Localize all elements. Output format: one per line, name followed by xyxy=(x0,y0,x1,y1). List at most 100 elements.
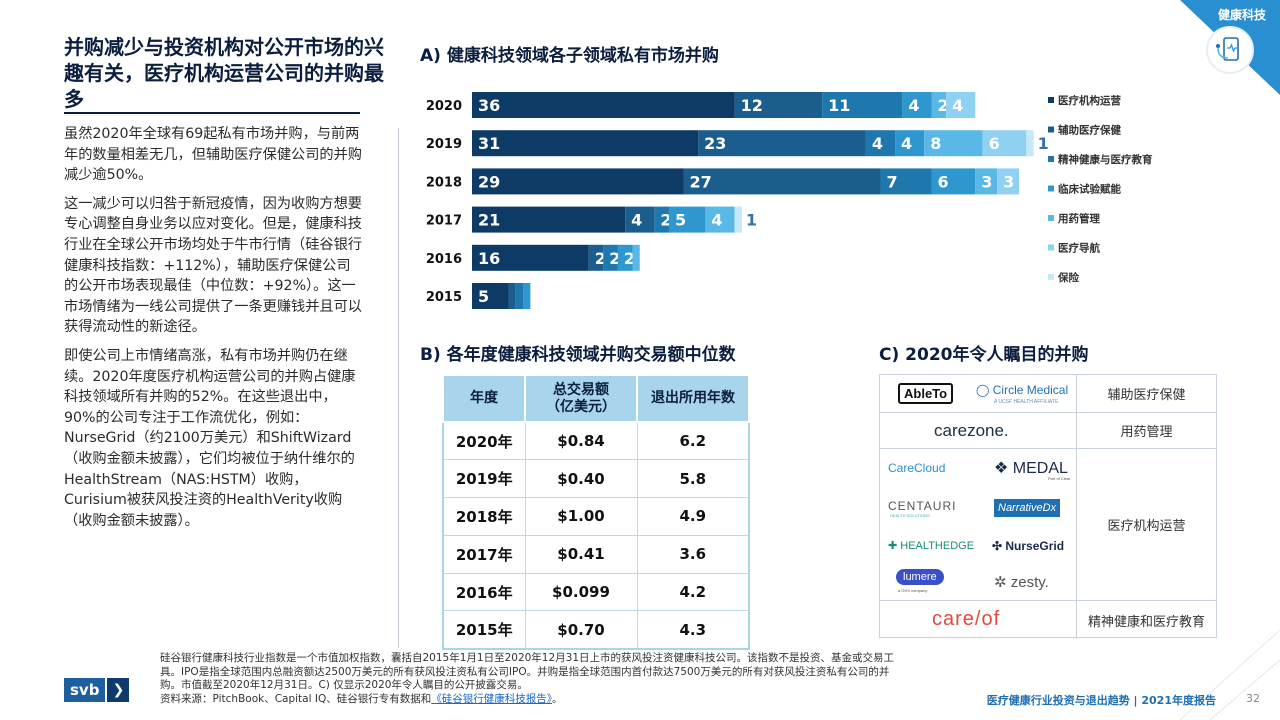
data-label: 3 xyxy=(1003,172,1014,191)
bar-segment xyxy=(931,168,976,195)
header-deal-value: 总交易额（亿美元） xyxy=(524,374,638,423)
bar-segment xyxy=(508,283,516,309)
data-label: 6 xyxy=(989,134,1000,153)
legend-swatch xyxy=(1048,126,1054,133)
legend-swatch xyxy=(1048,244,1054,251)
bar-segment xyxy=(668,206,706,233)
bar-segment xyxy=(902,92,932,118)
bar-segment xyxy=(822,92,903,118)
lumere-logo: lumere xyxy=(896,569,944,585)
data-label: 7 xyxy=(886,172,897,191)
table-b-title: B) 各年度健康科技领域并购交易额中位数 xyxy=(420,345,736,365)
data-label: 5 xyxy=(675,211,686,230)
data-label: 1 xyxy=(529,287,540,306)
bar-segment xyxy=(734,206,742,233)
deal-row-mental-health: care/of 精神健康和医疗教育 xyxy=(880,601,1216,639)
bar-segment xyxy=(924,130,983,157)
data-label: 8 xyxy=(930,134,941,153)
table-row: 2017年 $0.41 3.6 xyxy=(442,535,750,574)
source-report-link[interactable]: 《硅谷银行健康科技报告》 xyxy=(431,692,552,705)
legend-label: 医疗机构运营 xyxy=(1058,94,1121,107)
bar-segment xyxy=(472,130,699,157)
legend-swatch xyxy=(1048,97,1054,103)
table-header-row: 年度 总交易额（亿美元） 退出所用年数 xyxy=(442,374,750,423)
carezone-logo: carezone. xyxy=(934,421,1009,440)
value-cell: $0.70 xyxy=(524,610,637,650)
data-label: 2 xyxy=(624,249,635,268)
data-label: 4 xyxy=(952,96,963,115)
table-row: 2016年 $0.099 4.2 xyxy=(442,573,750,612)
bar-segment xyxy=(734,92,823,118)
centauri-logo: CENTAURI xyxy=(888,499,957,513)
bar-segment xyxy=(865,130,896,157)
bar-segment xyxy=(523,283,531,309)
medal-logo: ❖ MEDAL xyxy=(994,460,1068,477)
data-label: 2 xyxy=(660,211,671,230)
data-label: 4 xyxy=(711,211,722,230)
value-cell: $0.41 xyxy=(524,535,637,574)
bar-segment xyxy=(603,244,618,271)
deal-row-medication: carezone. 用药管理 xyxy=(880,413,1216,449)
y-tick-label: 2017 xyxy=(426,214,462,229)
years-cell: 6.2 xyxy=(636,422,750,461)
body-text: 虽然2020年全球有69起私有市场并购，与前两年的数量相差无几，但辅助医疗保健公… xyxy=(64,124,364,539)
healthedge-logo: ✚ HEALTHEDGE xyxy=(888,540,975,552)
bar-segment xyxy=(472,168,684,195)
zesty-name: zesty. xyxy=(1010,574,1049,591)
data-label: 4 xyxy=(901,134,912,153)
data-label: 6 xyxy=(938,172,949,191)
notable-deals-table: AbleTo ◯ Circle Medical A UCSF HEALTH AF… xyxy=(879,374,1217,639)
table-c-title: C) 2020年令人瞩目的并购 xyxy=(879,345,1089,365)
source-suffix: 。 xyxy=(551,692,563,705)
bar-segment xyxy=(705,206,735,233)
data-label: 12 xyxy=(741,96,763,115)
section-tag: 健康科技 xyxy=(1217,8,1266,22)
legend-label: 精神健康与医疗教育 xyxy=(1058,153,1153,166)
y-tick-label: 2020 xyxy=(426,99,462,114)
years-cell: 4.9 xyxy=(636,497,750,536)
year-cell: 2020年 xyxy=(442,422,525,461)
year-cell: 2015年 xyxy=(442,610,525,650)
centauri-tagline: HEALTH SOLUTIONS xyxy=(890,513,930,518)
circle-medical-tagline: A UCSF HEALTH AFFILIATE xyxy=(994,399,1059,405)
legend-swatch xyxy=(1048,156,1054,162)
year-cell: 2017年 xyxy=(442,535,525,574)
median-deal-table: 年度 总交易额（亿美元） 退出所用年数 2020年 $0.84 6.2 2019年 $… xyxy=(442,374,750,650)
deal-logos: CareCloud ❖ MEDAL Part of Clear CENTAURI… xyxy=(880,449,1077,600)
svb-logo: svb ❯ xyxy=(64,678,130,702)
bar-segment xyxy=(654,206,669,233)
bar-segment xyxy=(617,244,633,271)
medal-tagline: Part of Clear xyxy=(1048,476,1071,481)
bar-segment xyxy=(632,244,640,271)
chart-a-title: A) 健康科技领域各子领域私有市场并购 xyxy=(420,46,719,66)
bar-segment xyxy=(997,168,1020,195)
bar-segment xyxy=(472,283,509,309)
data-label: 4 xyxy=(908,96,919,115)
data-label: 23 xyxy=(704,134,726,153)
data-label: 3 xyxy=(981,172,992,191)
ableto-logo: AbleTo xyxy=(898,383,954,404)
data-label: 2 xyxy=(609,249,620,268)
legend-label: 辅助医疗保健 xyxy=(1058,124,1121,137)
footnote-source: 资料来源：PitchBook、Capital IQ、硅谷银行专有数据和《硅谷银行… xyxy=(160,693,900,707)
year-cell: 2016年 xyxy=(442,573,525,612)
legend-label: 临床试验赋能 xyxy=(1058,183,1121,196)
header-years-to-exit: 退出所用年数 xyxy=(636,374,750,423)
narrativedx-logo: NarrativeDx xyxy=(994,499,1061,517)
value-cell: $0.099 xyxy=(524,573,637,612)
circle-medical-name: Circle Medical xyxy=(992,383,1069,397)
data-label: 21 xyxy=(478,211,500,230)
data-label: 2 xyxy=(938,96,949,115)
deal-category: 用药管理 xyxy=(1120,425,1173,440)
bar-segment xyxy=(1026,130,1034,157)
page-number: 32 xyxy=(1246,692,1260,705)
body-paragraph-3: 即使公司上市情绪高涨，私有市场并购仍在继续。2020年度医疗机构运营公司的并购占… xyxy=(64,347,356,529)
healthedge-name: HEALTHEDGE xyxy=(900,540,975,552)
legend-label: 保险 xyxy=(1057,271,1080,284)
svb-wordmark: svb xyxy=(64,678,106,702)
deal-category: 医疗机构运营 xyxy=(1107,519,1186,534)
legend-swatch xyxy=(1048,185,1054,192)
circle-medical-logo: ◯ Circle Medical xyxy=(976,383,1069,397)
header-year: 年度 xyxy=(442,374,526,423)
